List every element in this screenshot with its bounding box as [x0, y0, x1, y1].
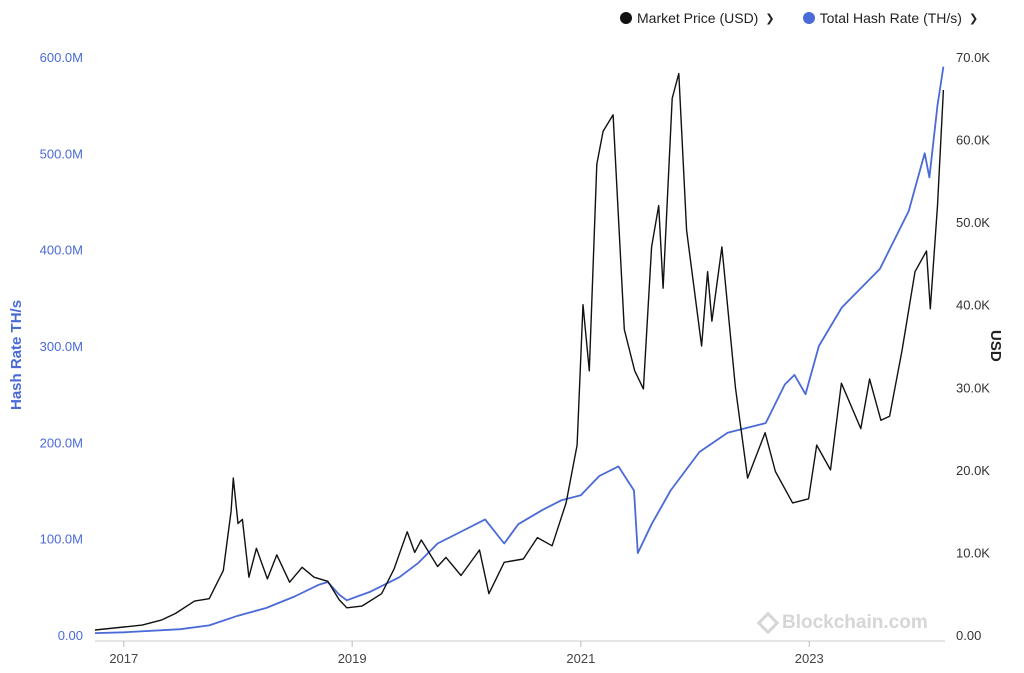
left-tick-label: 0.00	[58, 628, 83, 643]
legend-label-market-price: Market Price (USD)	[637, 10, 759, 26]
right-tick-label: 30.0K	[956, 380, 990, 395]
right-axis-ticks: 0.00 10.0K 20.0K 30.0K 40.0K 50.0K 60.0K 70.0K	[956, 50, 990, 643]
left-axis-label: Hash Rate TH/s	[8, 299, 25, 410]
right-tick-label: 60.0K	[956, 133, 990, 148]
x-tick-label: 2023	[795, 651, 824, 666]
left-axis-ticks: 0.00 100.0M 200.0M 300.0M 400.0M 500.0M 600.0M	[40, 50, 83, 643]
left-tick-label: 100.0M	[40, 532, 83, 547]
chevron-down-icon[interactable]: ❯	[765, 12, 775, 25]
left-tick-label: 500.0M	[40, 146, 83, 161]
right-tick-label: 10.0K	[956, 545, 990, 560]
blockchain-logo-icon	[756, 611, 780, 635]
x-tick-label: 2019	[338, 651, 367, 666]
left-tick-label: 400.0M	[40, 243, 83, 258]
x-tick-label: 2021	[566, 651, 595, 666]
watermark: Blockchain.com	[756, 611, 928, 635]
right-tick-label: 50.0K	[956, 215, 990, 230]
x-axis-ticks: 2017 2019 2021 2023	[109, 641, 824, 666]
legend-item-hash-rate[interactable]: Total Hash Rate (TH/s) ❯	[802, 10, 979, 26]
right-tick-label: 40.0K	[956, 298, 990, 313]
right-axis-label: USD	[987, 330, 1004, 362]
right-tick-label: 0.00	[956, 628, 981, 643]
left-tick-label: 600.0M	[40, 50, 83, 65]
legend-dot-market-price	[620, 12, 632, 24]
hash-rate-line	[94, 66, 945, 634]
legend-dot-hash-rate	[802, 12, 815, 24]
chevron-down-icon[interactable]: ❯	[968, 12, 979, 25]
watermark-text: Blockchain.com	[782, 612, 928, 633]
left-tick-label: 300.0M	[40, 339, 83, 354]
right-tick-label: 20.0K	[956, 463, 990, 478]
market-price-line	[94, 72, 945, 631]
legend-item-market-price[interactable]: Market Price (USD) ❯	[620, 10, 775, 26]
legend-label-hash-rate: Total Hash Rate (TH/s)	[819, 10, 962, 26]
left-tick-label: 200.0M	[40, 435, 83, 450]
legend: Market Price (USD) ❯ Total Hash Rate (TH…	[620, 10, 978, 26]
series-lines	[94, 66, 945, 634]
right-tick-label: 70.0K	[956, 50, 990, 65]
x-tick-label: 2017	[109, 651, 138, 666]
